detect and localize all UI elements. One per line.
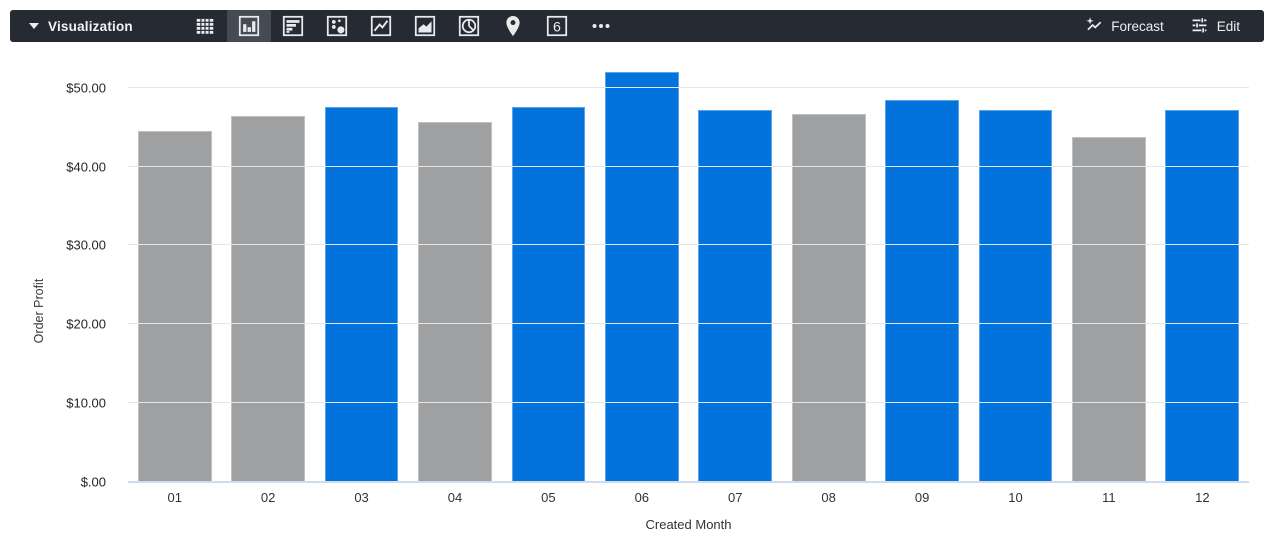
single-value-icon: 6 bbox=[544, 13, 570, 39]
bar-month-11[interactable] bbox=[1072, 137, 1146, 482]
viz-type-bar-button[interactable] bbox=[226, 10, 271, 42]
x-axis-title: Created Month bbox=[645, 517, 732, 532]
gridline bbox=[128, 323, 1249, 325]
viz-type-more-button[interactable] bbox=[579, 10, 623, 42]
viz-type-single-value-button[interactable]: 6 bbox=[535, 10, 579, 42]
chevron-down-icon bbox=[29, 23, 39, 29]
x-tick-label: 08 bbox=[821, 490, 836, 505]
bar-slot bbox=[128, 64, 221, 482]
visualization-toolbar: Visualization bbox=[10, 10, 1264, 42]
bar-month-07[interactable] bbox=[698, 109, 773, 482]
line-chart-icon bbox=[368, 13, 394, 39]
plot-area bbox=[128, 64, 1249, 483]
bar-slot bbox=[408, 64, 501, 482]
x-axis-line bbox=[128, 481, 1249, 483]
bar-slot bbox=[502, 64, 595, 482]
x-tick-label: 04 bbox=[447, 490, 463, 505]
y-tick-label: $.00 bbox=[80, 474, 106, 490]
viz-type-line-button[interactable] bbox=[359, 10, 403, 42]
bar-slot bbox=[595, 64, 688, 482]
viz-type-table-button[interactable] bbox=[183, 10, 227, 42]
bar-month-09[interactable] bbox=[885, 99, 959, 482]
bar-slot bbox=[315, 64, 408, 482]
viz-type-row-button[interactable] bbox=[271, 10, 315, 42]
bar-month-04[interactable] bbox=[418, 122, 492, 482]
viz-type-pie-button[interactable] bbox=[447, 10, 491, 42]
bar-month-08[interactable] bbox=[791, 114, 866, 482]
bar-slot bbox=[221, 64, 314, 482]
bar-month-06[interactable] bbox=[604, 71, 679, 482]
horizontal-bar-icon bbox=[280, 13, 306, 39]
bar-month-10[interactable] bbox=[978, 109, 1053, 482]
bar-month-01[interactable] bbox=[137, 131, 212, 482]
pie-chart-icon bbox=[456, 13, 482, 39]
bar-slot bbox=[875, 64, 968, 482]
bar-slot bbox=[689, 64, 782, 482]
edit-label: Edit bbox=[1216, 18, 1240, 34]
bar-month-02[interactable] bbox=[231, 116, 306, 482]
x-tick-label: 06 bbox=[634, 490, 650, 505]
bar-month-05[interactable] bbox=[511, 107, 586, 482]
x-tick-label: 05 bbox=[541, 490, 556, 505]
y-tick-label: $10.00 bbox=[66, 395, 106, 411]
x-tick-label: 11 bbox=[1102, 490, 1116, 505]
bar-chart-icon bbox=[236, 13, 262, 39]
forecast-label: Forecast bbox=[1111, 18, 1164, 34]
gridline bbox=[128, 402, 1249, 404]
x-tick-label: 12 bbox=[1195, 490, 1210, 505]
x-axis-tick-labels: 01 02 03 04 05 06 07 08 09 10 11 12 bbox=[128, 490, 1249, 505]
edit-button[interactable]: Edit bbox=[1184, 11, 1246, 41]
x-tick-label: 09 bbox=[914, 490, 930, 505]
x-tick-label: 01 bbox=[167, 490, 182, 505]
gridline bbox=[128, 165, 1249, 167]
viz-type-area-button[interactable] bbox=[403, 10, 447, 42]
scatter-plot-icon bbox=[324, 13, 350, 39]
bar-slot bbox=[1062, 64, 1155, 482]
y-tick-label: $50.00 bbox=[66, 80, 106, 96]
y-tick-label: $30.00 bbox=[66, 237, 106, 253]
visualization-collapse-toggle[interactable]: Visualization bbox=[10, 19, 133, 34]
gridline bbox=[128, 86, 1249, 88]
map-pin-icon bbox=[500, 13, 526, 39]
x-tick-label: 10 bbox=[1008, 490, 1023, 505]
x-tick-label: 02 bbox=[260, 490, 276, 505]
viz-type-map-button[interactable] bbox=[491, 10, 535, 42]
viz-type-picker: 6 bbox=[183, 10, 623, 42]
tune-sliders-icon bbox=[1190, 15, 1209, 37]
forecast-button[interactable]: Forecast bbox=[1078, 11, 1170, 41]
bar-month-12[interactable] bbox=[1165, 109, 1240, 482]
bar-chart: Order Profit $.00 $10.00 $20.00 $30.00 $40.0… bbox=[0, 44, 1272, 560]
bar-slot bbox=[969, 64, 1062, 482]
toolbar-title: Visualization bbox=[48, 18, 133, 34]
svg-text:6: 6 bbox=[553, 19, 561, 35]
x-tick-label: 07 bbox=[728, 490, 743, 505]
y-tick-label: $20.00 bbox=[66, 316, 106, 332]
bars-container bbox=[128, 64, 1249, 482]
forecast-sparkle-icon bbox=[1084, 15, 1103, 37]
bar-slot bbox=[782, 64, 875, 482]
more-ellipsis-icon bbox=[588, 13, 614, 39]
y-axis-tick-labels: $.00 $10.00 $20.00 $30.00 $40.00 $50.00 bbox=[0, 64, 117, 489]
toolbar-right-section: Forecast Edit bbox=[1078, 11, 1264, 41]
gridline bbox=[128, 244, 1249, 246]
viz-type-scatter-button[interactable] bbox=[315, 10, 359, 42]
table-icon bbox=[192, 13, 218, 39]
area-chart-icon bbox=[412, 13, 438, 39]
x-tick-label: 03 bbox=[354, 490, 369, 505]
toolbar-left-section: Visualization bbox=[10, 10, 623, 42]
bar-slot bbox=[1156, 64, 1249, 482]
bar-month-03[interactable] bbox=[324, 106, 399, 482]
y-tick-label: $40.00 bbox=[66, 159, 106, 175]
